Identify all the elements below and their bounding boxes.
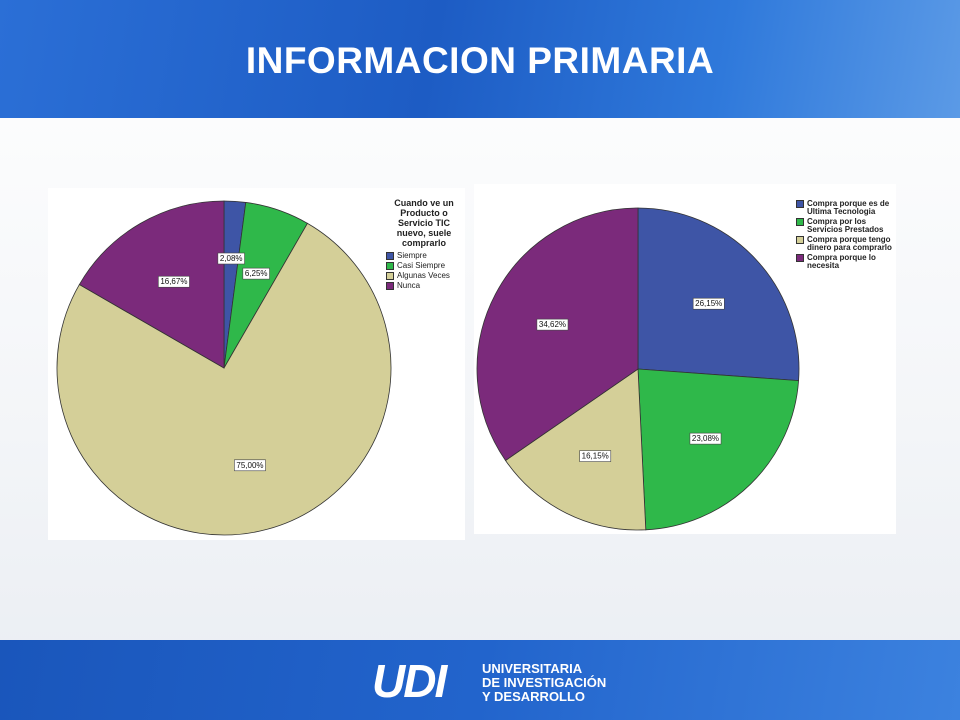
legend-item: Compra porque lo necesita: [796, 254, 894, 270]
data-label-box: [242, 267, 270, 280]
legend-swatch: [796, 254, 804, 262]
legend-item: Compra porque tengo dinero para comprarl…: [796, 236, 894, 252]
data-label-box: [234, 459, 266, 472]
legend-label: Casi Siempre: [397, 261, 446, 270]
data-label-text: 34,62%: [539, 320, 566, 329]
data-label: 75,00%: [234, 459, 266, 472]
logo-text: UNIVERSITARIA DE INVESTIGACIÓN Y DESARRO…: [482, 662, 606, 704]
data-label: 2,08%: [217, 252, 245, 265]
legend-swatch: [796, 218, 804, 226]
data-label: 26,15%: [692, 297, 725, 310]
data-label-box: [158, 275, 190, 288]
legend-label: Compra porque tengo dinero para comprarl…: [807, 235, 892, 252]
legend-swatch: [386, 262, 394, 270]
pie-slice: [504, 368, 647, 531]
logo-line: UNIVERSITARIA: [482, 661, 583, 676]
pie-slice: [637, 207, 800, 382]
chart: 26,15% 23,08% 16,15% 34,62%: [476, 207, 800, 531]
pie-slice: [476, 207, 639, 462]
legend-label: Siempre: [397, 251, 427, 260]
legend: Cuando ve un Producto o Servicio TIC nue…: [386, 198, 462, 292]
data-label-box: [217, 252, 245, 265]
logo-line: Y DESARROLLO: [482, 689, 586, 704]
legend: Compra porque es de Ultima Tecnologia Com…: [796, 200, 894, 272]
legend-swatch: [386, 272, 394, 280]
data-label-text: 16,67%: [160, 277, 187, 286]
legend-swatch: [796, 200, 804, 208]
legend-label: Compra porque lo necesita: [807, 253, 876, 270]
data-label-text: 6,25%: [245, 269, 268, 278]
legend-item: Nunca: [386, 282, 462, 290]
pie-slice: [78, 200, 225, 369]
data-label: 16,15%: [579, 450, 612, 462]
data-label: 23,08%: [689, 432, 722, 445]
logo-mark: UDI: [372, 655, 447, 707]
chart-panel: 26,15% 23,08% 16,15% 34,62% Compra porque es…: [474, 184, 896, 534]
legend-item: Compra por los Servicios Prestados: [796, 218, 894, 234]
data-label-text: 2,08%: [220, 254, 243, 263]
data-label-text: 23,08%: [692, 434, 719, 443]
footer-band: [0, 640, 960, 720]
legend-label: Nunca: [397, 281, 421, 290]
data-label-box: [692, 297, 725, 310]
chart-panel: 2,08% 6,25% 75,00% 16,67% Cuando ve un Produ…: [48, 188, 465, 540]
data-label-text: 16,15%: [582, 452, 609, 461]
legend-swatch: [386, 282, 394, 290]
data-label-box: [689, 432, 722, 445]
data-label: 34,62%: [536, 318, 569, 331]
pie-slice: [637, 368, 800, 531]
data-label-box: [536, 318, 569, 331]
legend-item: Algunas Veces: [386, 272, 462, 280]
legend-title: Cuando ve un Producto o Servicio TIC nue…: [394, 198, 454, 248]
pie-slice: [56, 222, 392, 536]
chart: 2,08%6,25% 75,00% 16,67%: [56, 200, 392, 536]
legend-label: Compra por los Servicios Prestados: [807, 217, 884, 234]
header-band: [0, 0, 960, 118]
legend-swatch: [796, 236, 804, 244]
data-label: 6,25%: [242, 267, 270, 280]
legend-item: Casi Siempre: [386, 262, 462, 270]
data-label-box: [579, 450, 612, 462]
data-label: 16,67%: [158, 275, 190, 288]
legend-swatch: [386, 252, 394, 260]
logo-line: DE INVESTIGACIÓN: [482, 675, 607, 690]
legend-label: Compra porque es de Ultima Tecnologia: [807, 199, 890, 216]
data-label-text: 75,00%: [236, 461, 263, 470]
data-label-text: 26,15%: [695, 299, 722, 308]
legend-item: Compra porque es de Ultima Tecnologia: [796, 200, 894, 216]
legend-label: Algunas Veces: [397, 271, 450, 280]
slide-title: INFORMACION PRIMARIA: [245, 40, 715, 81]
legend-item: Siempre: [386, 252, 462, 260]
